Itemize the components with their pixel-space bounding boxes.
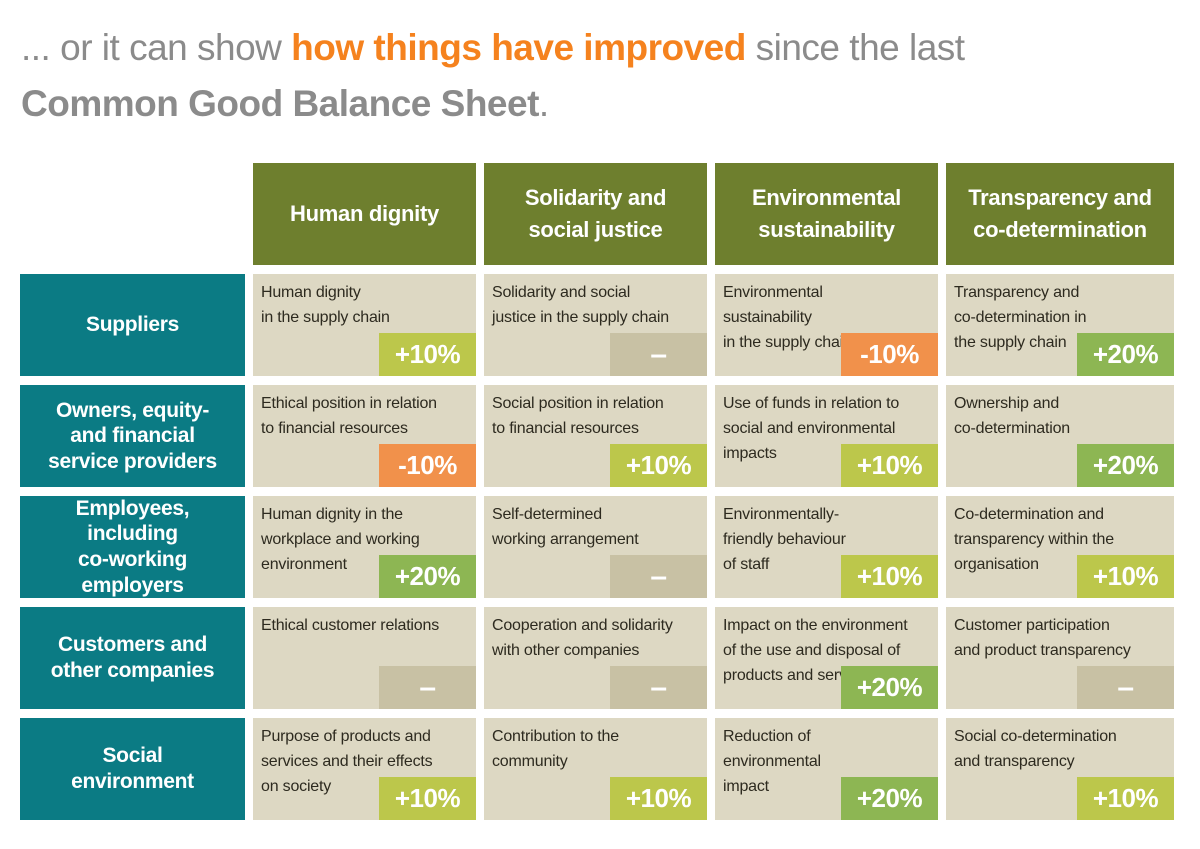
cell-text: Self-determined working arrangement [492,506,639,548]
matrix-cell: Contribution to the community +10% [484,718,707,820]
cell-text: Impact on the environment of the use and… [723,617,908,684]
score-badge: – [610,555,707,598]
score-badge: – [610,666,707,709]
matrix-cell: Human dignity in the supply chain +10% [253,274,476,376]
cell-text: Cooperation and solidarity with other co… [492,617,673,659]
cell-text: Social position in relation to financial… [492,395,664,437]
score-badge: – [1077,666,1174,709]
cell-text: Purpose of products and services and the… [261,728,433,795]
corner-spacer [20,163,245,265]
matrix-cell: Social position in relation to financial… [484,385,707,487]
score-badge: – [379,666,476,709]
cell-text: Transparency and co-determination in the… [954,284,1087,351]
matrix-cell: Ethical customer relations – [253,607,476,709]
page-title: ... or it can show how things have impro… [21,20,965,132]
cell-text: Human dignity in the workplace and worki… [261,506,420,573]
matrix-cell: Transparency and co-determination in the… [946,274,1174,376]
score-badge: +10% [1077,555,1174,598]
score-badge: +10% [610,777,707,820]
cell-text: Solidarity and social justice in the sup… [492,284,669,326]
cell-text: Environmentally- friendly behaviour of s… [723,506,846,573]
matrix-cell: Social co-determination and transparency… [946,718,1174,820]
matrix-cell: Cooperation and solidarity with other co… [484,607,707,709]
column-header-transparency: Transparency and co-determination [946,163,1174,265]
title-line-2: Common Good Balance Sheet. [21,76,965,132]
matrix-cell: Purpose of products and services and the… [253,718,476,820]
matrix-cell: Solidarity and social justice in the sup… [484,274,707,376]
matrix-cell: Self-determined working arrangement – [484,496,707,598]
score-badge: +10% [841,555,938,598]
matrix-cell: Customer participation and product trans… [946,607,1174,709]
column-header-human-dignity: Human dignity [253,163,476,265]
row-header-owners: Owners, equity- and financial service pr… [20,385,245,487]
title-line-1: ... or it can show how things have impro… [21,20,965,76]
score-badge: -10% [841,333,938,376]
title-line2-bold: Common Good Balance Sheet [21,83,539,125]
score-badge: +20% [841,666,938,709]
matrix-cell: Ownership and co-determination +20% [946,385,1174,487]
score-badge: +20% [1077,444,1174,487]
cell-text: Human dignity in the supply chain [261,284,390,326]
score-badge: +20% [841,777,938,820]
score-badge: +10% [841,444,938,487]
column-header-environment: Environmental sustainability [715,163,938,265]
cell-text: Customer participation and product trans… [954,617,1131,659]
score-badge: – [610,333,707,376]
score-badge: +20% [1077,333,1174,376]
matrix-cell: Use of funds in relation to social and e… [715,385,938,487]
cell-text: Co-determination and transparency within… [954,506,1114,573]
cell-text: Social co-determination and transparency [954,728,1117,770]
cell-text: Ethical customer relations [261,617,439,634]
matrix-cell: Reduction of environmental impact +20% [715,718,938,820]
score-badge: +20% [379,555,476,598]
title-prefix: ... or it can show [21,27,292,68]
matrix-cell: Environmentally- friendly behaviour of s… [715,496,938,598]
column-header-solidarity: Solidarity and social justice [484,163,707,265]
matrix-cell: Ethical position in relation to financia… [253,385,476,487]
row-header-customers: Customers and other companies [20,607,245,709]
title-line2-period: . [538,83,549,125]
row-header-social-environment: Social environment [20,718,245,820]
score-badge: +10% [610,444,707,487]
matrix-cell: Environmental sustainability in the supp… [715,274,938,376]
matrix-cell: Human dignity in the workplace and worki… [253,496,476,598]
title-suffix: since the last [745,27,965,68]
score-badge: +10% [379,333,476,376]
title-highlight: how things have improved [291,27,746,68]
score-badge: -10% [379,444,476,487]
matrix-cell: Impact on the environment of the use and… [715,607,938,709]
cell-text: Use of funds in relation to social and e… [723,395,900,462]
cell-text: Reduction of environmental impact [723,728,821,795]
cell-text: Ethical position in relation to financia… [261,395,437,437]
matrix-cell: Co-determination and transparency within… [946,496,1174,598]
row-header-suppliers: Suppliers [20,274,245,376]
row-header-employees: Employees, including co-working employer… [20,496,245,598]
score-badge: +10% [379,777,476,820]
cell-text: Contribution to the community [492,728,619,770]
matrix-table: Human dignity Solidarity and social just… [20,163,1174,820]
cell-text: Ownership and co-determination [954,395,1070,437]
score-badge: +10% [1077,777,1174,820]
